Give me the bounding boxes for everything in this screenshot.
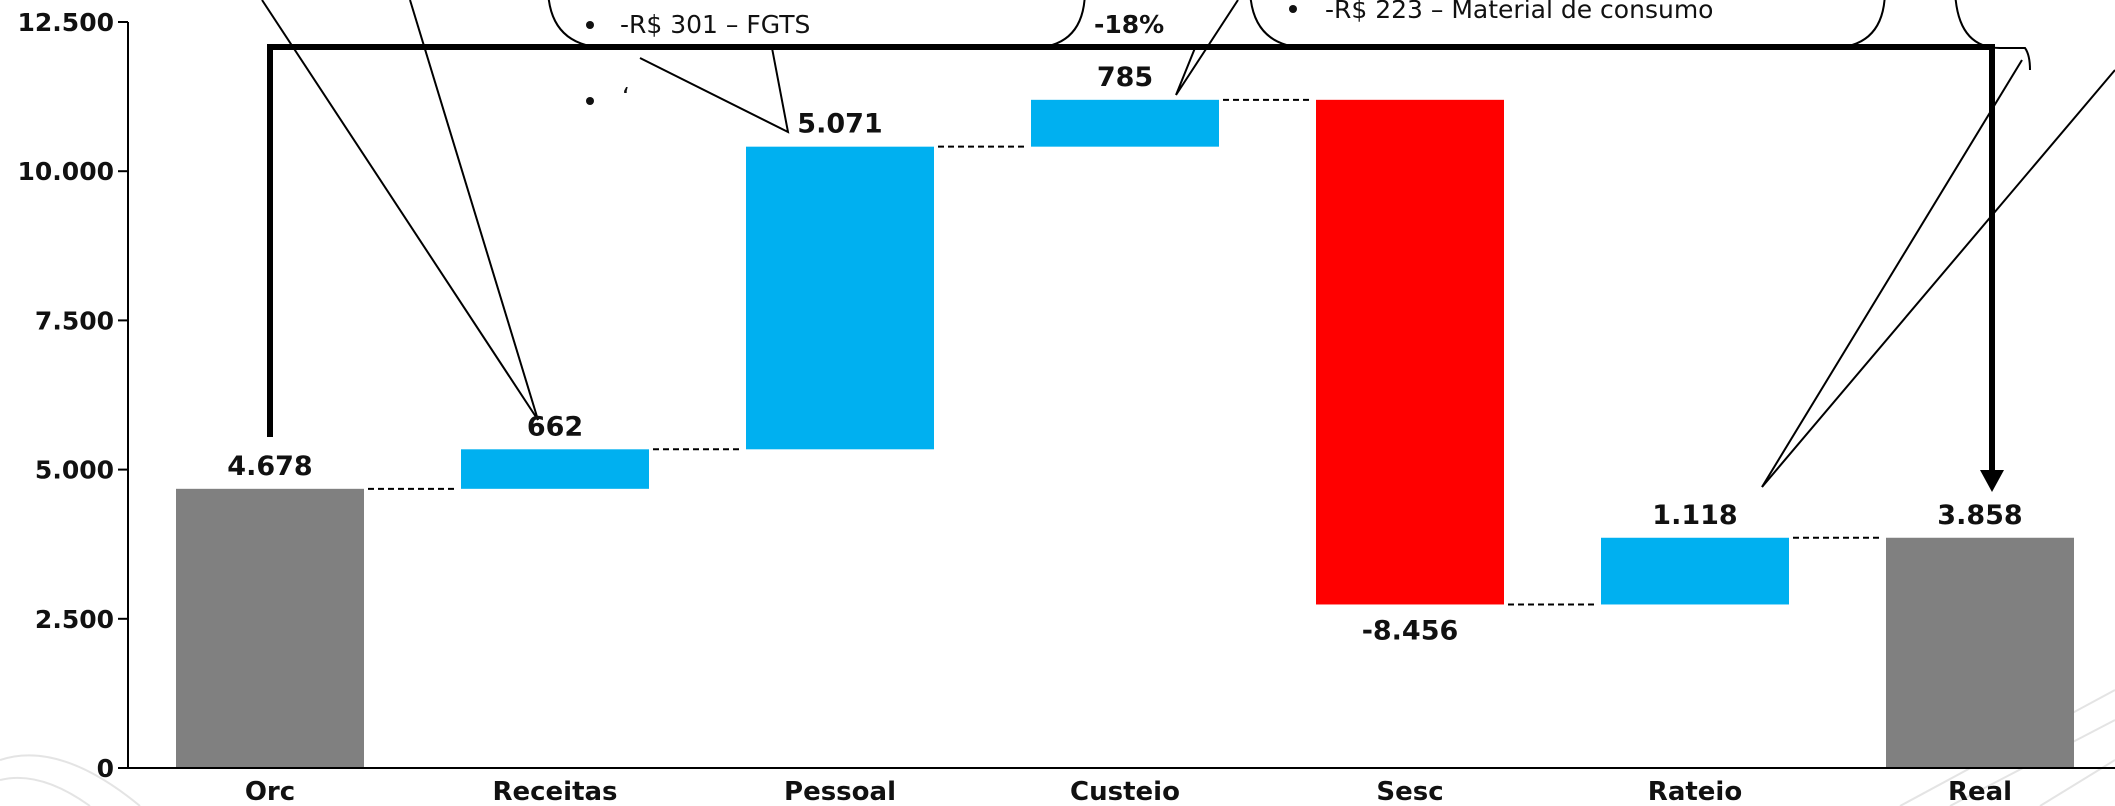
y-tick-label: 7.500	[35, 306, 114, 335]
callout-pessoal-line: -R$ 301 – FGTS	[620, 10, 810, 39]
callout-custeio-line: -R$ 223 – Material de consumo	[1325, 0, 1713, 24]
category-label: Custeio	[1070, 777, 1180, 806]
category-label: Pessoal	[784, 777, 896, 806]
value-label: 3.858	[1937, 500, 2022, 531]
y-tick-label: 10.000	[18, 157, 114, 186]
callout-bubble-rateio	[1954, 0, 2031, 71]
value-label: 5.071	[797, 109, 882, 140]
category-label: Receitas	[492, 777, 617, 806]
connectors	[368, 98, 1882, 606]
bar-pessoal	[746, 146, 934, 450]
y-tick-label: 5.000	[35, 456, 114, 485]
value-label: 785	[1097, 62, 1153, 93]
callouts: -R$ 301 – FGTS ‘ -18% -R$ 223 – Material…	[261, 0, 2115, 492]
bars	[176, 99, 2074, 768]
callout-pointers	[261, 0, 2115, 488]
custeio-percent-label: -18%	[1094, 10, 1164, 39]
bar-receitas	[461, 449, 649, 489]
bar-real	[1886, 537, 2074, 768]
y-tick-label: 0	[97, 754, 114, 783]
value-label: -8.456	[1362, 615, 1459, 646]
bar-rateio	[1601, 537, 1789, 605]
bar-custeio	[1031, 99, 1219, 147]
value-label: 4.678	[227, 451, 312, 482]
bullet-icon	[586, 97, 594, 105]
x-axis: Orc Receitas Pessoal Custeio Sesc Rateio Real	[128, 767, 2115, 806]
variance-bracket-arrow	[267, 44, 1995, 470]
category-label: Sesc	[1376, 777, 1443, 806]
arrow-head-icon	[1980, 470, 2004, 492]
callout-pessoal-stray: ‘	[622, 82, 630, 111]
bar-orc	[176, 488, 364, 768]
y-tick-label: 2.500	[35, 605, 114, 634]
value-label: 662	[527, 411, 583, 442]
y-tick-label: 12.500	[18, 8, 114, 37]
value-label: 1.118	[1652, 500, 1737, 531]
y-axis: 0 2.500 5.000 7.500 10.000 12.500	[18, 8, 129, 783]
bullet-icon	[586, 21, 594, 29]
category-label: Real	[1948, 777, 2012, 806]
value-labels: 4.678 662 5.071 785 -8.456 1.118 3.858	[227, 62, 2022, 647]
category-label: Rateio	[1648, 777, 1742, 806]
bullet-icon	[1289, 5, 1297, 13]
category-label: Orc	[245, 777, 295, 806]
bar-sesc	[1316, 99, 1504, 605]
